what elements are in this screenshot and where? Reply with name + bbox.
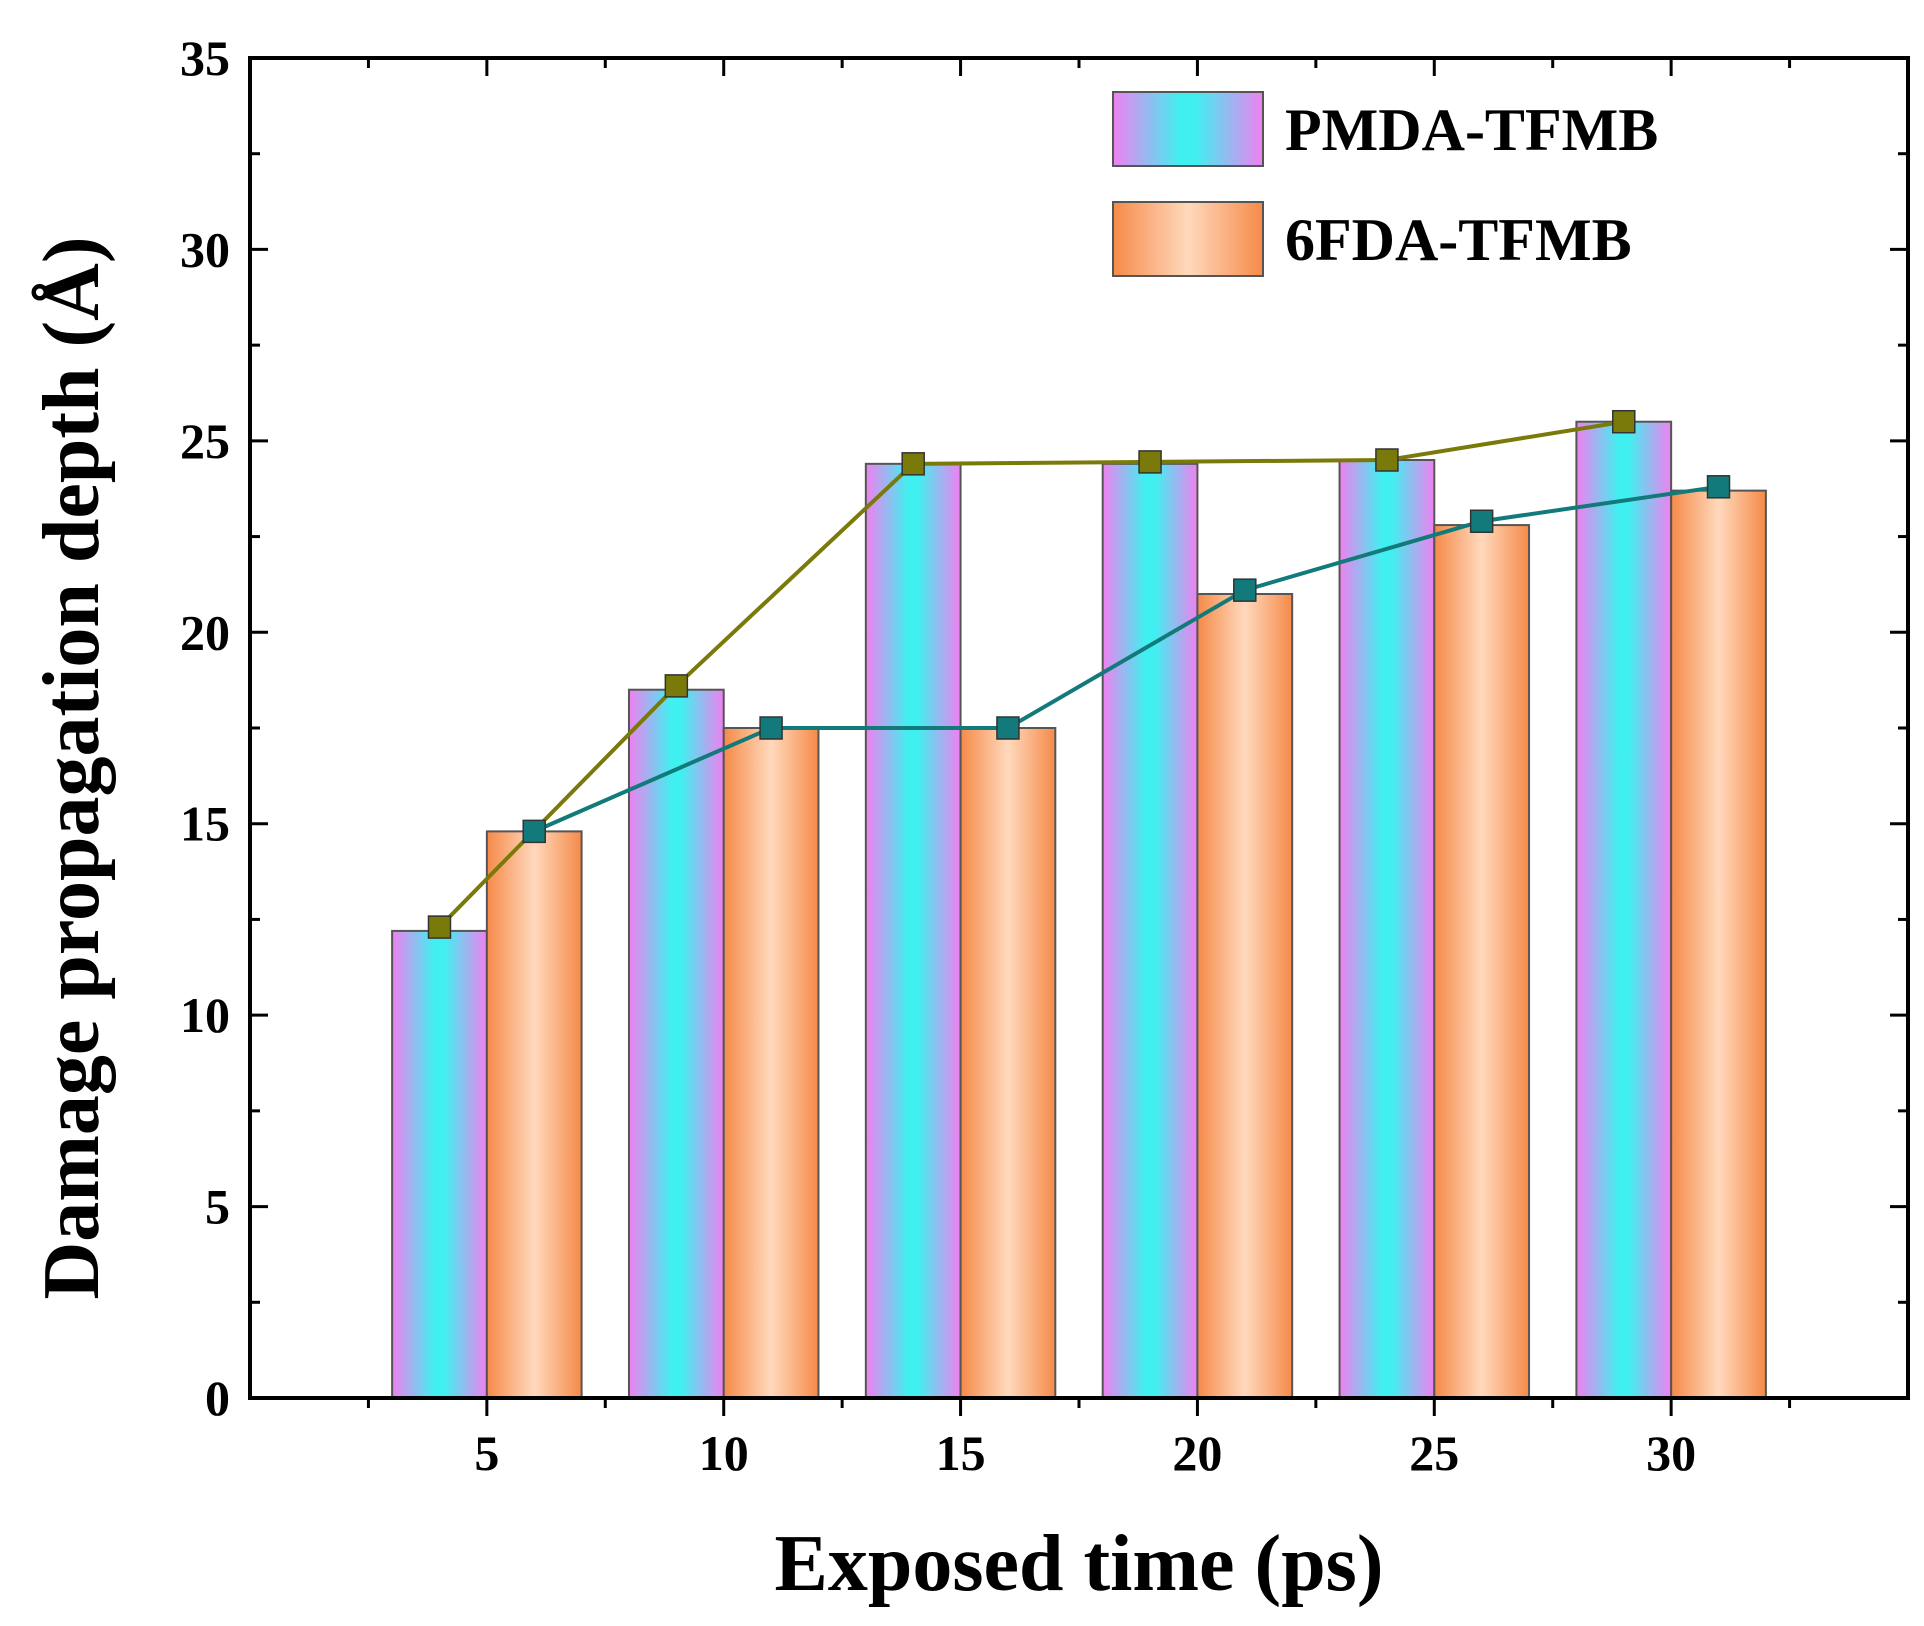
y-tick-label-25: 25 [180,413,230,469]
marker-pmda-20 [1138,450,1162,474]
trend-line-6fda [533,484,1719,834]
y-tick-label-10: 10 [180,987,230,1043]
marker-6fda-10 [759,716,783,740]
legend: PMDA-TFMB 6FDA-TFMB [1112,91,1658,277]
y-tick-label-5: 5 [205,1179,230,1235]
x-tick-label-10: 10 [699,1425,749,1481]
y-axis-title: Damage propagation depth (Å) [28,236,116,1299]
marker-pmda-25 [1375,448,1399,472]
bar-6fda-30 [1670,489,1767,1399]
bar-6fda-5 [485,830,583,1399]
legend-label-pmda: PMDA-TFMB [1285,97,1658,163]
bar-pmda-15 [864,462,962,1400]
bar-6fda-10 [722,727,820,1399]
bar-6fda-25 [1433,524,1531,1399]
marker-pmda-5 [427,915,452,939]
marker-6fda-5 [522,819,546,844]
marker-pmda-30 [1612,409,1636,434]
bar-pmda-5 [391,929,488,1400]
y-tick-label-35: 35 [180,30,230,86]
x-tick-label-15: 15 [936,1425,986,1481]
x-tick-label-30: 30 [1646,1425,1696,1481]
bar-6fda-15 [959,727,1057,1399]
marker-6fda-20 [1233,578,1257,602]
bar-pmda-25 [1338,459,1436,1399]
marker-pmda-10 [664,674,689,698]
x-tick-label-20: 20 [1172,1425,1222,1481]
x-axis-title: Exposed time (ps) [775,1520,1384,1608]
trend-line-pmda [438,419,1625,929]
bar-pmda-10 [627,688,725,1399]
legend-label-6fda: 6FDA-TFMB [1285,207,1632,273]
marker-6fda-25 [1469,509,1494,534]
y-tick-label-20: 20 [180,604,230,660]
y-tick-label-30: 30 [180,221,230,277]
y-tick-label-15: 15 [180,796,230,852]
bar-pmda-20 [1101,462,1199,1400]
x-tick-label-25: 25 [1409,1425,1459,1481]
legend-swatch-6fda [1112,201,1264,277]
legend-swatch-pmda [1112,91,1264,167]
marker-pmda-15 [901,452,925,476]
x-tick-label-5: 5 [474,1425,499,1481]
y-tick-label-0: 0 [205,1370,230,1426]
bar-6fda-20 [1196,593,1294,1399]
marker-6fda-30 [1706,475,1731,499]
bar-pmda-30 [1575,420,1673,1399]
marker-6fda-15 [996,716,1020,740]
